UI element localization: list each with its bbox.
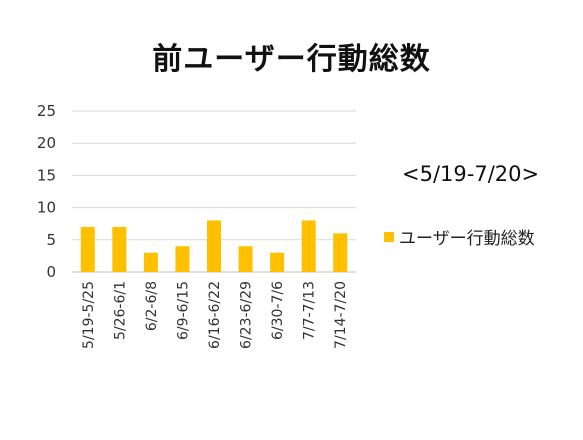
x-tick-label: 7/7-7/13 <box>302 281 318 340</box>
y-tick-label: 5 <box>46 231 56 249</box>
x-tick-label: 5/19-5/25 <box>81 281 97 349</box>
date-range-annotation: <5/19-7/20> <box>402 162 540 186</box>
x-tick-label: 6/9-6/15 <box>175 281 191 340</box>
x-axis-ticks: 5/19-5/25 5/26-6/1 6/2-6/8 6/9-6/15 6/16-6/2… <box>81 281 349 349</box>
x-tick-label: 6/30-7/6 <box>270 281 286 340</box>
bar <box>175 246 190 272</box>
chart-title: 前ユーザー行動総数 <box>152 42 431 77</box>
y-axis-ticks: 0 5 10 15 20 25 <box>37 102 56 281</box>
x-tick-label: 6/2-6/8 <box>144 281 160 331</box>
x-tick-label: 7/14-7/20 <box>333 281 349 349</box>
bar <box>333 233 348 272</box>
bar <box>301 220 316 272</box>
y-tick-label: 15 <box>37 166 56 184</box>
bar <box>207 220 221 272</box>
bar <box>238 246 253 272</box>
bar <box>143 252 158 272</box>
bars <box>80 220 348 272</box>
bar <box>80 226 95 272</box>
x-tick-label: 5/26-6/1 <box>112 281 128 340</box>
y-tick-label: 25 <box>37 102 56 120</box>
y-tick-label: 20 <box>37 134 56 152</box>
x-tick-label: 6/23-6/29 <box>239 281 255 349</box>
x-tick-label: 6/16-6/22 <box>207 281 223 349</box>
bar <box>112 226 127 272</box>
bar <box>270 252 285 272</box>
legend-label: ユーザー行動総数 <box>399 229 535 249</box>
y-tick-label: 0 <box>46 263 56 281</box>
legend-swatch <box>384 231 394 242</box>
legend: ユーザー行動総数 <box>384 224 535 249</box>
y-tick-label: 10 <box>37 199 56 217</box>
